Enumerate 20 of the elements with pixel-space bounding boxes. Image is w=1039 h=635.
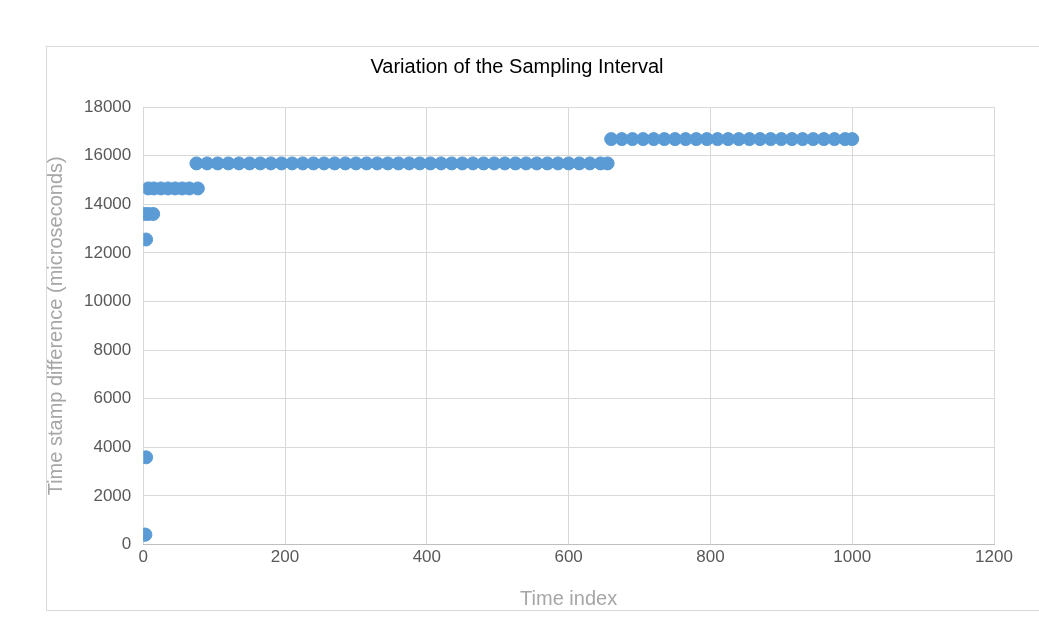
y-axis-title: Time stamp difference (microseconds) [43,156,66,496]
y-tick-label: 12000 [83,242,132,262]
x-axis-title: Time index [520,586,618,609]
y-tick-label: 18000 [83,96,132,116]
chart-title: Variation of the Sampling Interval [370,54,664,77]
y-tick-label: 4000 [93,437,132,457]
x-tick-label: 600 [554,547,583,567]
x-tick-label: 400 [412,547,442,567]
x-tick-label: 1200 [975,547,1013,567]
x-tick-label: 1000 [833,547,872,567]
y-tick-label: 8000 [93,339,132,359]
y-tick-label: 14000 [83,193,132,213]
y-tick-label: 0 [121,534,132,554]
y-tick-label: 2000 [93,485,132,505]
y-tick-label: 16000 [83,145,132,165]
y-tick-label: 6000 [93,388,132,408]
x-tick-label: 200 [270,547,300,567]
x-tick-label: 0 [138,547,149,567]
y-tick-label: 10000 [83,291,132,311]
x-tick-label: 800 [696,547,725,567]
